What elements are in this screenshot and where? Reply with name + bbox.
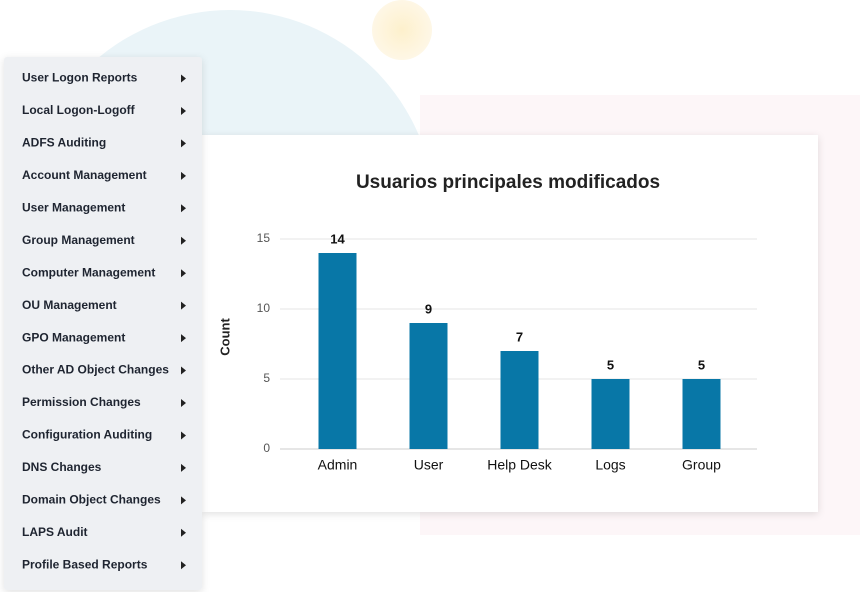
bg-dot — [372, 0, 432, 60]
menu-item[interactable]: Other AD Object Changes — [6, 355, 200, 387]
menu-arrow — [181, 496, 186, 505]
menu-arrow — [181, 74, 186, 83]
menu-arrow — [181, 431, 186, 440]
menu-arrow — [181, 366, 186, 375]
menu-item-label[interactable]: Profile Based Reports — [22, 557, 148, 571]
y-tick-label: 10 — [257, 301, 271, 315]
menu-item[interactable]: User Management — [6, 192, 200, 224]
menu-arrow — [181, 334, 186, 343]
menu-arrow — [181, 269, 186, 278]
menu-item-label[interactable]: GPO Management — [22, 330, 125, 344]
menu-item-label[interactable]: Other AD Object Changes — [22, 363, 169, 377]
value-label: 7 — [516, 329, 523, 344]
menu-item[interactable]: GPO Management — [6, 322, 200, 354]
y-tick-label: 5 — [263, 371, 270, 385]
menu-item[interactable]: LAPS Audit — [6, 517, 200, 549]
chart: Usuarios principales modificados Count 0… — [217, 172, 757, 473]
menu-arrow — [181, 561, 186, 570]
chart-title: Usuarios principales modificados — [356, 172, 660, 193]
menu-arrow — [181, 139, 186, 148]
menu-item-label[interactable]: ADFS Auditing — [22, 136, 106, 150]
menu-item[interactable]: User Logon Reports — [6, 63, 200, 95]
value-label: 9 — [425, 301, 432, 316]
menu-item[interactable]: ADFS Auditing — [6, 127, 200, 159]
x-tick-label: Help Desk — [487, 457, 553, 473]
menu-arrow — [181, 463, 186, 472]
menu-item-label[interactable]: User Logon Reports — [22, 71, 138, 85]
menu: User Logon Reports Local Logon-Logoff ADFS… — [6, 63, 200, 581]
menu-item-label[interactable]: LAPS Audit — [22, 525, 88, 539]
value-label: 14 — [330, 231, 345, 246]
menu-item-label[interactable]: Local Logon-Logoff — [22, 103, 136, 117]
bar — [591, 379, 630, 449]
menu-item-label[interactable]: Domain Object Changes — [22, 493, 161, 507]
menu-item[interactable]: Domain Object Changes — [6, 484, 200, 516]
menu-item[interactable]: Computer Management — [6, 257, 200, 289]
menu-item[interactable]: Permission Changes — [6, 387, 200, 419]
bar — [500, 351, 539, 449]
menu-item-label[interactable]: Configuration Auditing — [22, 428, 152, 442]
y-tick-label: 15 — [257, 231, 271, 245]
menu-item-label[interactable]: User Management — [22, 200, 125, 214]
y-axis-label: Count — [217, 318, 232, 356]
bar — [318, 253, 357, 449]
bar — [682, 379, 721, 449]
menu-item-label[interactable]: DNS Changes — [22, 460, 102, 474]
menu-arrow — [181, 399, 186, 407]
menu-arrow — [181, 301, 186, 310]
menu-panel — [4, 57, 202, 590]
value-label: 5 — [698, 357, 705, 372]
x-tick-label: Admin — [318, 457, 358, 473]
menu-arrow — [181, 204, 186, 213]
menu-item[interactable]: Account Management — [6, 160, 200, 192]
menu-arrow — [181, 171, 186, 180]
menu-item[interactable]: Configuration Auditing — [6, 419, 200, 451]
x-tick-label: Logs — [595, 457, 625, 473]
menu-arrow — [181, 236, 186, 245]
y-tick-label: 0 — [263, 441, 270, 455]
menu-item[interactable]: OU Management — [6, 290, 200, 322]
bar — [409, 323, 448, 449]
menu-item-label[interactable]: OU Management — [22, 298, 117, 312]
menu-item-label[interactable]: Group Management — [22, 233, 135, 247]
x-tick-label: Group — [682, 457, 721, 473]
menu-item[interactable]: DNS Changes — [6, 452, 200, 484]
menu-item-label[interactable]: Permission Changes — [22, 395, 141, 409]
menu-arrow — [181, 528, 186, 537]
value-label: 5 — [607, 357, 614, 372]
menu-item[interactable]: Local Logon-Logoff — [6, 95, 200, 127]
menu-item[interactable]: Profile Based Reports — [6, 549, 200, 581]
menu-item-label[interactable]: Computer Management — [22, 265, 155, 279]
x-tick-label: User — [414, 457, 444, 473]
menu-item[interactable]: Group Management — [6, 225, 200, 257]
menu-arrow — [181, 106, 186, 115]
menu-item-label[interactable]: Account Management — [22, 168, 147, 182]
